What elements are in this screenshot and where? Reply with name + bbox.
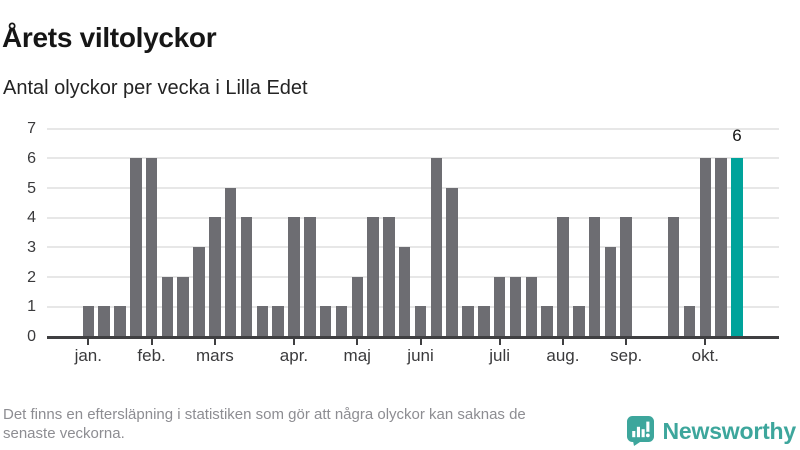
bar-week-17 [335, 306, 348, 336]
x-axis-tick-jan [87, 338, 90, 345]
x-axis-tick-juni [419, 338, 422, 345]
bar-week-38 [667, 217, 680, 336]
x-axis-month-label: juli [489, 346, 511, 365]
x-axis-month-label: juni [407, 346, 434, 365]
bar-week-20 [383, 217, 395, 336]
y-axis-tick-label: 1 [27, 298, 36, 316]
x-axis-month-label: mars [195, 346, 234, 365]
bar-week-40 [699, 157, 712, 336]
bar-week-21 [398, 246, 411, 336]
bar-week-42-highlighted [731, 157, 743, 336]
bar-week-2 [98, 306, 110, 336]
x-axis-tick-juli [498, 338, 501, 345]
bar-week-18 [351, 276, 364, 336]
newsworthy-logo-icon [626, 416, 654, 446]
footnote: Det finns en eftersläpning i statistiken… [3, 405, 526, 443]
chart-subtitle: Antal olyckor per vecka i Lilla Edet [3, 77, 308, 99]
page-title: Årets viltolyckor [2, 21, 217, 53]
newsworthy-logo: Newsworthy [626, 416, 797, 446]
bar-week-7 [177, 276, 189, 336]
bar-week-14 [288, 217, 300, 336]
bar-week-11 [240, 217, 253, 336]
y-axis-tick-label: 6 [27, 149, 36, 167]
x-axis-tick-mars [213, 338, 216, 345]
bar-week-24 [446, 187, 458, 336]
bar-week-30 [541, 306, 553, 336]
gridline-y2 [47, 276, 779, 279]
bar-week-22 [414, 306, 427, 336]
bar-week-12 [256, 306, 269, 336]
gridline-y1 [47, 305, 779, 308]
footnote-line-1: Det finns en eftersläpning i statistiken… [3, 406, 526, 423]
bar-week-16 [319, 306, 332, 336]
bar-week-10 [224, 187, 237, 336]
gridline-y3 [47, 246, 779, 249]
bar-week-26 [478, 306, 490, 336]
x-axis-month-label: sep. [610, 346, 643, 365]
bar-week-29 [525, 276, 538, 336]
x-axis-month-label: jan. [74, 346, 102, 365]
gridline-y4 [47, 216, 779, 219]
bar-week-41 [715, 157, 727, 336]
bar-week-5 [145, 157, 158, 336]
x-axis-tick-aug [561, 338, 564, 345]
y-axis-tick-label: 3 [27, 238, 36, 256]
y-axis-tick-label: 4 [27, 209, 36, 227]
x-axis-month-label: maj [343, 346, 371, 365]
bar-week-6 [161, 276, 174, 336]
x-axis-month-label: apr. [279, 346, 309, 365]
bar-week-27 [493, 276, 506, 336]
newsworthy-wordmark: Newsworthy [662, 417, 797, 444]
bar-week-19 [367, 217, 379, 336]
bar-week-3 [114, 306, 126, 336]
bar-week-15 [304, 217, 316, 336]
y-axis-tick-label: 2 [27, 268, 36, 286]
footnote-line-2: senaste veckorna. [3, 425, 125, 442]
bar-week-33 [588, 217, 601, 336]
bar-week-13 [272, 306, 284, 336]
x-axis-tick-maj [356, 338, 359, 345]
bar-week-4 [130, 157, 142, 336]
gridline-y7 [47, 127, 779, 130]
bar-week-31 [557, 217, 569, 336]
x-axis-tick-apr [292, 338, 295, 345]
x-axis-month-label: aug. [546, 346, 580, 365]
bar-week-25 [462, 306, 474, 336]
x-axis-tick-okt [704, 338, 707, 345]
gridline-y6 [47, 157, 779, 160]
x-axis-month-label: okt. [691, 346, 720, 365]
y-axis-tick-label: 7 [27, 120, 36, 138]
bar-week-23 [430, 157, 443, 336]
bar-week-28 [509, 276, 522, 336]
bar-week-9 [209, 217, 221, 336]
bar-week-8 [193, 246, 205, 336]
bar-week-34 [604, 246, 617, 336]
bar-week-32 [573, 306, 585, 336]
highlight-value-label: 6 [732, 126, 742, 145]
gridline-y5 [47, 187, 779, 189]
x-axis-tick-sep [625, 338, 628, 345]
bar-week-35 [620, 217, 632, 336]
bar-week-39 [683, 306, 696, 336]
x-axis-month-label: feb. [137, 346, 166, 365]
bar-week-1 [82, 306, 95, 336]
x-axis-line [47, 335, 779, 339]
x-axis-tick-feb [150, 338, 153, 345]
y-axis-tick-label: 5 [27, 179, 36, 197]
y-axis-tick-label: 0 [27, 328, 36, 345]
